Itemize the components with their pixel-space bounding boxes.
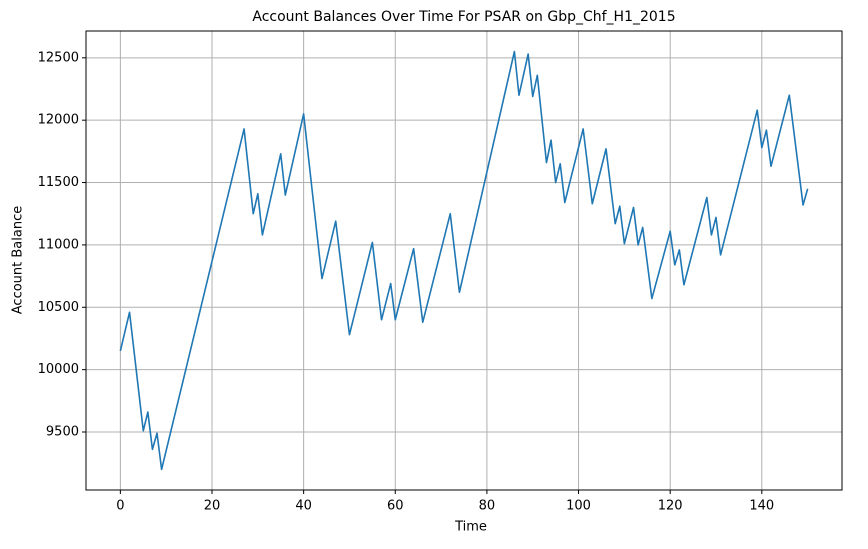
y-tick-label: 10000 [38, 362, 79, 377]
chart-title: Account Balances Over Time For PSAR on G… [252, 9, 675, 25]
x-tick-label: 60 [387, 499, 404, 514]
x-tick-label: 80 [479, 499, 496, 514]
x-tick-label: 40 [295, 499, 312, 514]
y-tick-label: 11000 [38, 237, 79, 252]
y-axis-label: Account Balance [11, 206, 26, 314]
y-tick-label: 12500 [38, 50, 79, 65]
x-tick-label: 140 [749, 499, 774, 514]
y-tick-label: 10500 [38, 300, 79, 315]
x-tick-label: 100 [566, 499, 591, 514]
y-tick-label: 9500 [46, 425, 79, 440]
y-tick-label: 12000 [38, 113, 79, 128]
plot-frame [85, 30, 843, 491]
x-tick-label: 20 [204, 499, 221, 514]
data-line [119, 50, 809, 471]
x-axis-label: Time [454, 520, 487, 535]
x-tick-label: 0 [116, 499, 124, 514]
y-tick-label: 11500 [38, 175, 79, 190]
x-tick-label: 120 [658, 499, 683, 514]
